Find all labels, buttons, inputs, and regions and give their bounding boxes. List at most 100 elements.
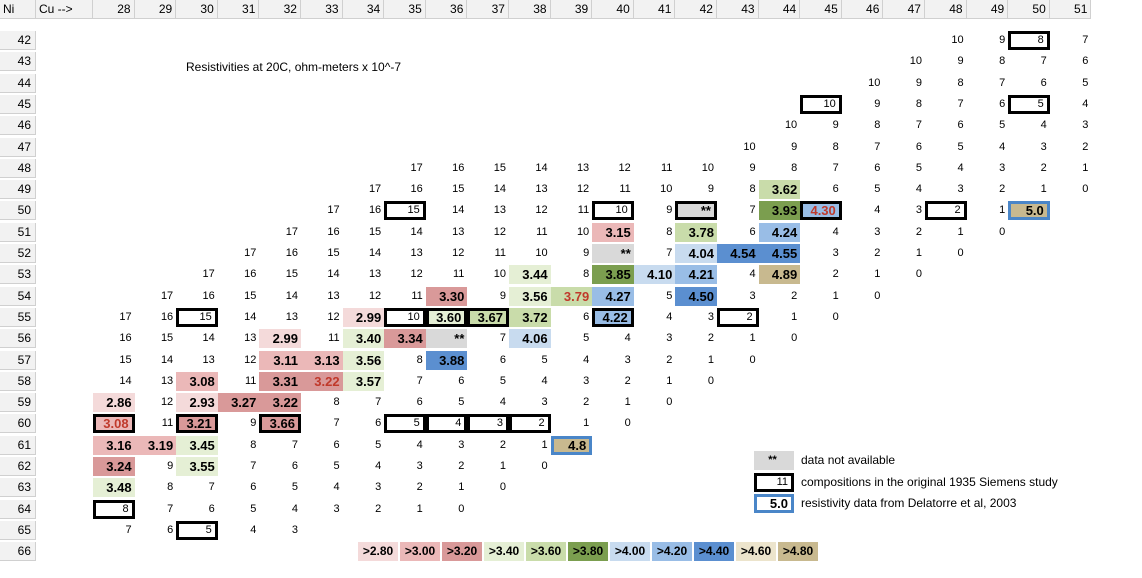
column-header[interactable]: 29 <box>134 0 177 19</box>
table-cell[interactable]: 10 <box>660 183 673 196</box>
table-cell[interactable]: 4 <box>541 374 548 387</box>
table-cell[interactable]: 3.55 <box>176 457 218 476</box>
table-cell[interactable]: 3.48 <box>93 478 135 498</box>
table-cell[interactable]: 3.08 <box>176 371 218 391</box>
table-cell[interactable]: 10 <box>701 161 714 174</box>
table-cell[interactable]: 16 <box>368 204 382 217</box>
table-cell[interactable]: 9 <box>666 204 673 217</box>
table-cell[interactable]: 4 <box>666 310 673 323</box>
table-cell[interactable]: 7 <box>999 76 1006 89</box>
table-cell[interactable]: 1 <box>541 438 548 451</box>
column-header[interactable]: 31 <box>217 0 260 19</box>
table-cell[interactable]: 3 <box>999 161 1006 174</box>
table-cell[interactable]: 2 <box>915 225 922 238</box>
row-header[interactable]: 54 <box>0 286 36 306</box>
table-cell[interactable]: 1 <box>791 310 798 323</box>
table-cell[interactable]: 4 <box>874 204 881 217</box>
table-cell[interactable]: 9 <box>957 55 964 68</box>
table-cell[interactable]: 3 <box>1082 119 1089 132</box>
table-cell[interactable]: 4 <box>1082 97 1089 110</box>
table-cell[interactable]: 1 <box>583 417 590 430</box>
table-cell[interactable]: 15 <box>244 289 257 302</box>
table-cell[interactable]: 4.10 <box>633 265 676 285</box>
table-cell[interactable]: 17 <box>327 204 340 217</box>
table-cell[interactable]: 6 <box>915 140 922 153</box>
column-header[interactable]: 44 <box>758 0 801 19</box>
table-cell[interactable]: 5 <box>176 520 218 540</box>
table-cell[interactable]: 3 <box>915 204 922 217</box>
table-cell[interactable]: 3 <box>666 332 673 345</box>
table-cell[interactable]: 3 <box>416 460 423 472</box>
table-cell[interactable]: 2 <box>874 247 881 259</box>
column-header[interactable]: 39 <box>550 0 593 19</box>
column-header[interactable]: 33 <box>301 0 343 19</box>
table-cell[interactable]: 14 <box>535 161 548 174</box>
row-header[interactable]: 59 <box>0 393 36 413</box>
table-cell[interactable]: 17 <box>119 310 132 323</box>
table-cell[interactable]: 7 <box>208 481 215 494</box>
table-cell[interactable]: 16 <box>202 289 215 302</box>
table-cell[interactable]: 2 <box>416 481 423 494</box>
row-header[interactable]: 48 <box>0 158 36 178</box>
cu-header[interactable]: Cu --> <box>36 0 93 19</box>
table-cell[interactable]: 5.0 <box>1008 201 1050 221</box>
table-cell[interactable]: 9 <box>791 140 798 153</box>
table-cell[interactable]: 9 <box>749 161 756 174</box>
table-cell[interactable]: 2 <box>583 396 590 409</box>
table-cell[interactable]: 12 <box>327 310 340 323</box>
column-header[interactable]: 41 <box>633 0 676 19</box>
table-cell[interactable]: 10 <box>384 307 426 327</box>
table-cell[interactable]: 3 <box>375 481 382 494</box>
table-cell[interactable]: 14 <box>410 225 423 238</box>
table-cell[interactable]: 3.79 <box>550 286 593 306</box>
row-header[interactable]: 57 <box>0 350 36 370</box>
table-cell[interactable]: 4 <box>957 161 964 174</box>
table-cell[interactable]: 16 <box>285 247 298 259</box>
table-cell[interactable]: 2 <box>791 289 798 302</box>
table-cell[interactable]: 3.11 <box>259 350 301 370</box>
table-cell[interactable]: 2 <box>458 460 465 472</box>
row-header[interactable]: 47 <box>0 137 36 157</box>
table-cell[interactable]: 16 <box>160 310 174 323</box>
table-cell[interactable]: 17 <box>285 225 298 238</box>
table-cell[interactable]: 3 <box>832 247 839 259</box>
table-cell[interactable]: 3 <box>583 374 590 387</box>
table-cell[interactable]: 0 <box>707 374 714 387</box>
table-cell[interactable]: 6 <box>458 374 465 387</box>
table-cell[interactable]: 4.50 <box>675 286 717 306</box>
row-header[interactable]: 55 <box>0 307 36 327</box>
table-cell[interactable]: 0 <box>499 481 506 494</box>
table-cell[interactable]: 3 <box>874 225 881 238</box>
table-cell[interactable]: 8 <box>250 438 257 451</box>
table-cell[interactable]: 7 <box>250 460 257 472</box>
table-cell[interactable]: 10 <box>951 34 964 46</box>
table-cell[interactable]: 10 <box>784 119 798 132</box>
column-header[interactable]: 49 <box>966 0 1009 19</box>
table-cell[interactable]: 3.16 <box>93 435 135 455</box>
table-cell[interactable]: 2 <box>832 268 839 281</box>
table-cell[interactable]: 10 <box>800 94 842 114</box>
table-cell[interactable]: 8 <box>1008 31 1050 50</box>
table-cell[interactable]: 4 <box>416 438 423 451</box>
table-cell[interactable]: 7 <box>1040 55 1047 68</box>
table-cell[interactable]: 3.85 <box>592 265 634 285</box>
table-cell[interactable]: 2 <box>999 183 1006 196</box>
table-cell[interactable]: 4 <box>375 460 382 472</box>
column-header[interactable]: 51 <box>1049 0 1092 19</box>
table-cell[interactable]: 14 <box>493 183 506 196</box>
table-cell[interactable]: 7 <box>832 161 839 174</box>
table-cell[interactable]: 0 <box>541 460 548 472</box>
table-cell[interactable]: 6 <box>291 460 298 472</box>
table-cell[interactable]: 14 <box>119 374 132 387</box>
table-cell[interactable]: 5 <box>291 481 298 494</box>
table-cell[interactable]: 14 <box>327 268 340 281</box>
table-cell[interactable]: 5 <box>541 353 548 366</box>
table-cell[interactable]: ** <box>592 244 634 263</box>
table-cell[interactable]: 0 <box>749 353 756 366</box>
table-cell[interactable]: 12 <box>368 289 382 302</box>
table-cell[interactable]: 7 <box>957 97 964 110</box>
table-cell[interactable]: 5 <box>583 332 590 345</box>
table-cell[interactable]: 7 <box>666 247 673 259</box>
row-header[interactable]: 65 <box>0 520 36 540</box>
